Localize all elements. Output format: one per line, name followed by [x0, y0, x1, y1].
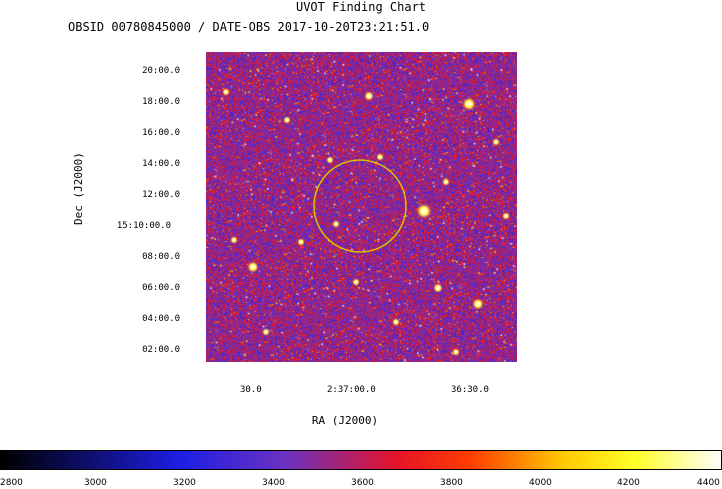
- source-region-overlay: [313, 159, 407, 253]
- dec-axis-label: Dec (J2000): [72, 152, 85, 225]
- observation-subtitle: OBSID 00780845000 / DATE-OBS 2017-10-20T…: [68, 20, 430, 34]
- dec-tick-label: 02:00.0: [142, 345, 180, 355]
- dec-tick-label: 06:00.0: [142, 283, 180, 293]
- sky-image: [206, 52, 517, 362]
- dec-tick-label: 20:00.0: [142, 66, 180, 76]
- colorbar-gradient: [0, 450, 722, 470]
- colorbar-tick-label: 4000: [529, 478, 552, 488]
- ra-tick-label: 36:30.0: [451, 385, 489, 395]
- ra-tick-label: 2:37:00.0: [327, 385, 376, 395]
- dec-tick-label: 16:00.0: [142, 128, 180, 138]
- dec-tick-label: 14:00.0: [142, 159, 180, 169]
- colorbar-tick-label: 3600: [351, 478, 374, 488]
- colorbar-tick-label: 4200: [617, 478, 640, 488]
- colorbar-tick-label: 3200: [173, 478, 196, 488]
- colorbar-tick-label: 3400: [262, 478, 285, 488]
- dec-tick-label: 04:00.0: [142, 314, 180, 324]
- colorbar-tick-label: 4400: [697, 478, 720, 488]
- dec-tick-label: 18:00.0: [142, 97, 180, 107]
- dec-tick-label: 08:00.0: [142, 252, 180, 262]
- sky-image-canvas: [206, 52, 517, 362]
- dec-tick-label: 12:00.0: [142, 190, 180, 200]
- ra-axis-label: RA (J2000): [311, 414, 379, 427]
- colorbar-tick-label: 3800: [440, 478, 463, 488]
- colorbar: [0, 450, 722, 470]
- ra-tick-label: 30.0: [240, 385, 262, 395]
- colorbar-tick-label: 2800: [0, 478, 23, 488]
- chart-title: UVOT Finding Chart: [295, 0, 427, 14]
- dec-tick-label: 15:10:00.0: [116, 221, 171, 231]
- source-region-circle: [313, 159, 407, 253]
- colorbar-tick-label: 3000: [84, 478, 107, 488]
